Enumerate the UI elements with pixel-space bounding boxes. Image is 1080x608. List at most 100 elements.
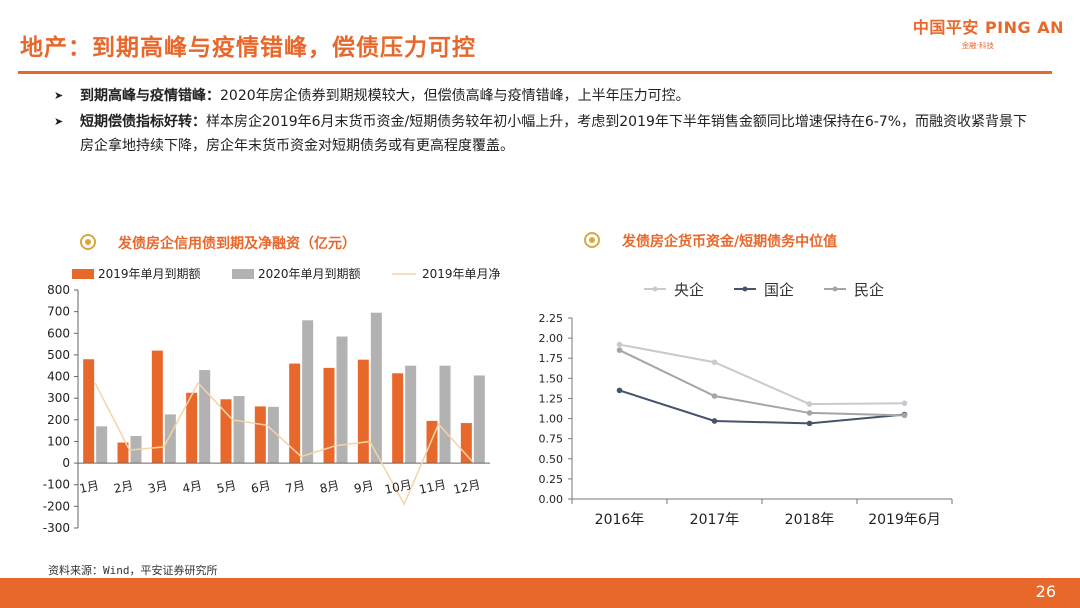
x-tick-label: 8月 <box>318 478 340 496</box>
x-tick-label: 10月 <box>383 477 413 496</box>
data-point <box>711 359 718 366</box>
bar-2020 <box>405 365 417 464</box>
legend-marker <box>832 286 838 292</box>
y-tick-label: 0.00 <box>539 493 564 506</box>
x-tick-label: 9月 <box>353 478 375 496</box>
x-tick-label: 2月 <box>112 478 134 496</box>
legend-marker <box>652 286 658 292</box>
x-tick-label: 2019年6月 <box>868 512 941 528</box>
legend-label: 国企 <box>764 281 794 299</box>
net-financing-line <box>94 381 474 506</box>
bar-2019 <box>289 363 301 464</box>
chart2-title-text: 发债房企货币资金/短期债务中位值 <box>622 234 838 250</box>
data-point <box>901 400 908 407</box>
y-tick-label: 700 <box>47 305 70 319</box>
bullet-dot-icon <box>80 234 96 250</box>
y-tick-label: 1.00 <box>539 413 564 426</box>
bar-2019 <box>323 367 335 464</box>
title-divider <box>18 71 1052 74</box>
chart1-title: 发债房企信用债到期及净融资（亿元） <box>80 233 356 253</box>
bar-2020 <box>302 320 314 464</box>
bar-2019 <box>151 350 163 464</box>
x-tick-label: 3月 <box>147 478 169 496</box>
x-tick-label: 5月 <box>215 478 237 496</box>
x-tick-label: 2016年 <box>595 512 645 528</box>
x-tick-label: 7月 <box>284 478 306 496</box>
y-tick-label: 200 <box>47 413 70 427</box>
footer-bar <box>0 578 1080 608</box>
series-line <box>619 343 905 406</box>
bar-2019 <box>83 359 95 464</box>
y-tick-label: -300 <box>43 521 70 535</box>
data-point <box>806 401 813 407</box>
legend-swatch <box>72 269 94 279</box>
bullet-heading: 到期高峰与疫情错峰： <box>80 88 220 104</box>
y-tick-label: 1.25 <box>539 392 564 405</box>
y-tick-label: 500 <box>47 348 70 362</box>
y-tick-label: 300 <box>47 391 70 405</box>
y-tick-label: 600 <box>47 326 70 340</box>
y-tick-label: 0.50 <box>539 453 564 466</box>
bar-2019 <box>460 423 472 464</box>
x-tick-label: 4月 <box>181 478 203 496</box>
source-note: 资料来源：Wind，平安证券研究所 <box>48 564 218 577</box>
data-point <box>616 341 623 348</box>
bar-2020 <box>164 414 176 464</box>
chart1-title-text: 发债房企信用债到期及净融资（亿元） <box>118 236 356 252</box>
bullet-list: ➤ 到期高峰与疫情错峰：2020年房企债券到期规模较大，但偿债高峰与疫情错峰，上… <box>54 84 1039 160</box>
y-tick-label: 1.75 <box>539 352 564 365</box>
bullet-item: ➤ 到期高峰与疫情错峰：2020年房企债券到期规模较大，但偿债高峰与疫情错峰，上… <box>54 84 1039 108</box>
legend-label: 2019年单月净融资额 <box>422 267 500 281</box>
bar-2020 <box>199 370 211 464</box>
x-tick-label: 2018年 <box>785 512 835 528</box>
bar-2020 <box>370 312 382 464</box>
y-tick-label: 0.25 <box>539 473 564 486</box>
chart2-title: 发债房企货币资金/短期债务中位值 <box>584 231 837 251</box>
data-point <box>901 412 908 419</box>
arrow-icon: ➤ <box>54 89 64 102</box>
y-tick-label: 0 <box>62 456 70 470</box>
legend-swatch <box>232 269 254 279</box>
bar-2020 <box>96 426 108 464</box>
bar-2020 <box>473 375 485 464</box>
y-tick-label: 2.25 <box>539 312 564 325</box>
legend-label: 民企 <box>854 281 884 299</box>
y-tick-label: 0.75 <box>539 433 564 446</box>
arrow-icon: ➤ <box>54 115 64 128</box>
bar-2019 <box>186 392 198 464</box>
y-tick-label: 100 <box>47 434 70 448</box>
logo: 中国平安 PING AN 金融·科技 <box>913 14 1064 51</box>
chart1-bar-chart: 2019年单月到期额 2020年单月到期额 2019年单月净融资额 800 700 600… <box>43 267 500 535</box>
bar-2019 <box>392 373 404 464</box>
x-tick-label: 6月 <box>250 478 272 496</box>
data-point <box>616 347 623 353</box>
x-tick-label: 11月 <box>418 477 448 496</box>
bullet-dot-icon <box>584 232 600 248</box>
page-number: 26 <box>1035 582 1056 601</box>
legend-label: 2020年单月到期额 <box>258 267 361 281</box>
bar-2019 <box>254 406 266 464</box>
data-point <box>711 393 718 399</box>
y-tick-label: 400 <box>47 370 70 384</box>
bar-2020 <box>439 365 451 464</box>
data-point <box>711 418 718 424</box>
y-tick-label: -200 <box>43 499 70 513</box>
y-tick-label: 1.50 <box>539 372 564 385</box>
legend-label: 央企 <box>674 281 704 299</box>
data-point <box>806 410 813 416</box>
x-tick-label: 12月 <box>452 477 482 496</box>
logo-sub-text: 金融·科技 <box>961 41 994 50</box>
bar-2020 <box>267 406 279 464</box>
y-tick-label: 800 <box>47 283 70 297</box>
bar-2019 <box>117 442 129 464</box>
y-tick-label: -100 <box>43 478 70 492</box>
x-tick-label: 1月 <box>78 478 100 496</box>
bar-2019 <box>357 359 369 464</box>
bullet-item: ➤ 短期偿债指标好转：样本房企2019年6月末货币资金/短期债务较年初小幅上升，… <box>54 110 1039 158</box>
logo-main-text: 中国平安 PING AN <box>912 18 1064 37</box>
series-line <box>619 389 905 425</box>
bullet-heading: 短期偿债指标好转： <box>80 114 206 130</box>
bullet-text: 样本房企2019年6月末货币资金/短期债务较年初小幅上升，考虑到2019年下半年… <box>80 114 1028 154</box>
data-point <box>616 387 623 394</box>
bar-2020 <box>233 396 245 464</box>
